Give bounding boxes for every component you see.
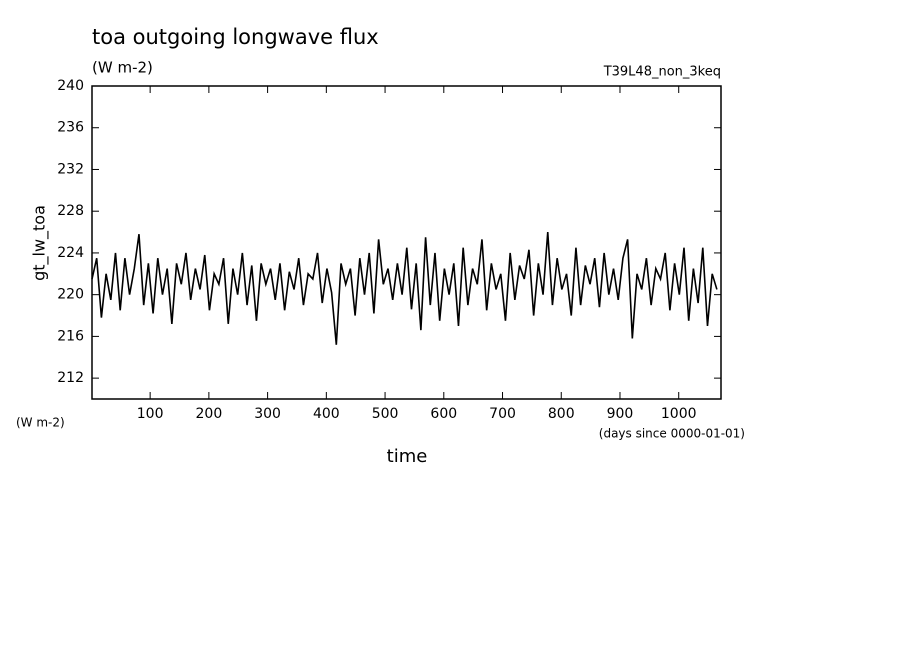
y-axis-label: gt_lw_toa xyxy=(30,205,50,281)
plot-frame xyxy=(91,85,722,400)
x-tick-label: 700 xyxy=(489,406,516,422)
x-tick-label: 200 xyxy=(196,406,223,422)
y-tick-label: 224 xyxy=(57,245,84,261)
annotation: T39L48_non_3keq xyxy=(603,65,721,80)
y-unit: (W m-2) xyxy=(16,416,65,430)
chart-subtitle: (W m-2) xyxy=(92,59,153,77)
y-tick-label: 240 xyxy=(57,78,84,94)
x-tick-label: 900 xyxy=(607,406,634,422)
y-tick-label: 232 xyxy=(57,161,84,177)
x-tick-label: 600 xyxy=(430,406,457,422)
x-tick-label: 1000 xyxy=(661,406,697,422)
y-tick-label: 220 xyxy=(57,287,84,303)
x-tick-label: 500 xyxy=(372,406,399,422)
x-tick-label: 800 xyxy=(548,406,575,422)
y-tick-label: 216 xyxy=(57,328,84,344)
x-unit: (days since 0000-01-01) xyxy=(599,427,745,441)
y-tick-label: 228 xyxy=(57,203,84,219)
y-tick-label: 212 xyxy=(57,370,84,386)
y-tick-label: 236 xyxy=(57,120,84,136)
chart-title: toa outgoing longwave flux xyxy=(92,25,379,49)
x-tick-label: 400 xyxy=(313,406,340,422)
x-tick-label: 300 xyxy=(254,406,281,422)
x-tick-label: 100 xyxy=(137,406,164,422)
x-axis-label: time xyxy=(387,446,428,467)
data-line xyxy=(91,232,718,345)
